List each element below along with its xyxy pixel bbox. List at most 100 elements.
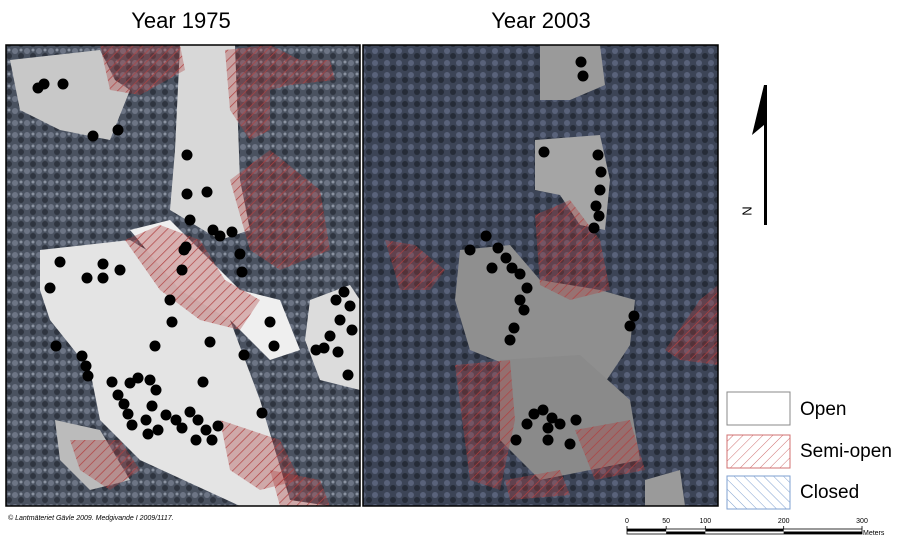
legend-label: Open [800,399,846,420]
site-point [142,428,154,440]
site-point [181,149,193,161]
site-point [190,434,202,446]
site-point [192,414,204,426]
site-point [234,248,246,260]
site-point [184,214,196,226]
site-point [124,377,136,389]
site-point [310,344,322,356]
site-point [197,376,209,388]
site-point [575,56,587,68]
site-point [564,438,576,450]
site-point [118,398,130,410]
site-point [184,406,196,418]
scale-label: 0 [625,518,629,525]
site-point [546,412,558,424]
site-point [510,434,522,446]
site-point [334,314,346,326]
scale-unit: Meters [863,530,885,537]
legend-swatch [726,434,791,469]
site-point [521,282,533,294]
site-point [176,264,188,276]
site-point [204,336,216,348]
site-point [178,244,190,256]
north-label: N [739,206,754,215]
site-point [81,272,93,284]
site-point [528,408,540,420]
site-point [338,286,350,298]
scale-bar-segment [666,531,706,534]
site-point [577,70,589,82]
site-point [592,149,604,161]
site-point [486,262,498,274]
site-point [542,422,554,434]
site-point [200,424,212,436]
site-point [570,414,582,426]
legend-label: Closed [800,482,859,503]
site-point [76,350,88,362]
scale-label: 300 [856,518,868,525]
site-point [268,340,280,352]
site-point [590,200,602,212]
scale-label: 200 [778,518,790,525]
site-point [628,310,640,322]
legend-swatch [726,475,791,510]
site-point [594,184,606,196]
site-point [170,414,182,426]
site-point [146,400,158,412]
site-point [160,409,172,421]
site-point [149,340,161,352]
map-panel-2003 [363,45,718,506]
site-point [595,166,607,178]
scale-bar: 0 50 100 200 300 Meters [625,518,885,537]
site-point [514,268,526,280]
credit: © Lantmäteriet Gävle 2009. Medgivande I … [8,514,174,522]
site-point [126,419,138,431]
scale-bar-segment [705,529,784,532]
site-point [238,349,250,361]
site-point [114,264,126,276]
site-point [150,384,162,396]
site-point [164,294,176,306]
site-point [593,210,605,222]
site-point [537,404,549,416]
site-point [80,360,92,372]
scale-bar-segment [783,531,862,534]
site-point [346,324,358,336]
site-point [342,369,354,381]
site-point [256,407,268,419]
site-point [166,316,178,328]
site-point [236,266,248,278]
site-point [112,389,124,401]
legend: Open Semi-open Closed [726,391,892,510]
site-point [181,188,193,200]
site-point [521,418,533,430]
site-point [480,230,492,242]
scale-bar-segment [627,529,667,532]
site-point [54,256,66,268]
site-point [122,408,134,420]
site-point [106,376,118,388]
site-point [152,424,164,436]
site-point [464,244,476,256]
site-point [44,282,56,294]
site-point [97,272,109,284]
site-point [624,320,636,332]
scale-label: 100 [699,518,711,525]
site-point [264,316,276,328]
site-point [344,300,356,312]
panel-title: Year 2003 [491,8,591,33]
site-point [554,418,566,430]
site-point [514,294,526,306]
map-panel-1975 [6,45,360,506]
site-point [538,146,550,158]
site-point [330,294,342,306]
site-point [214,230,226,242]
site-point [82,370,94,382]
site-point [324,330,336,342]
panel-title: Year 1975 [131,8,231,33]
site-point [500,252,512,264]
site-point [38,78,50,90]
site-point [112,124,124,136]
site-point [132,372,144,384]
